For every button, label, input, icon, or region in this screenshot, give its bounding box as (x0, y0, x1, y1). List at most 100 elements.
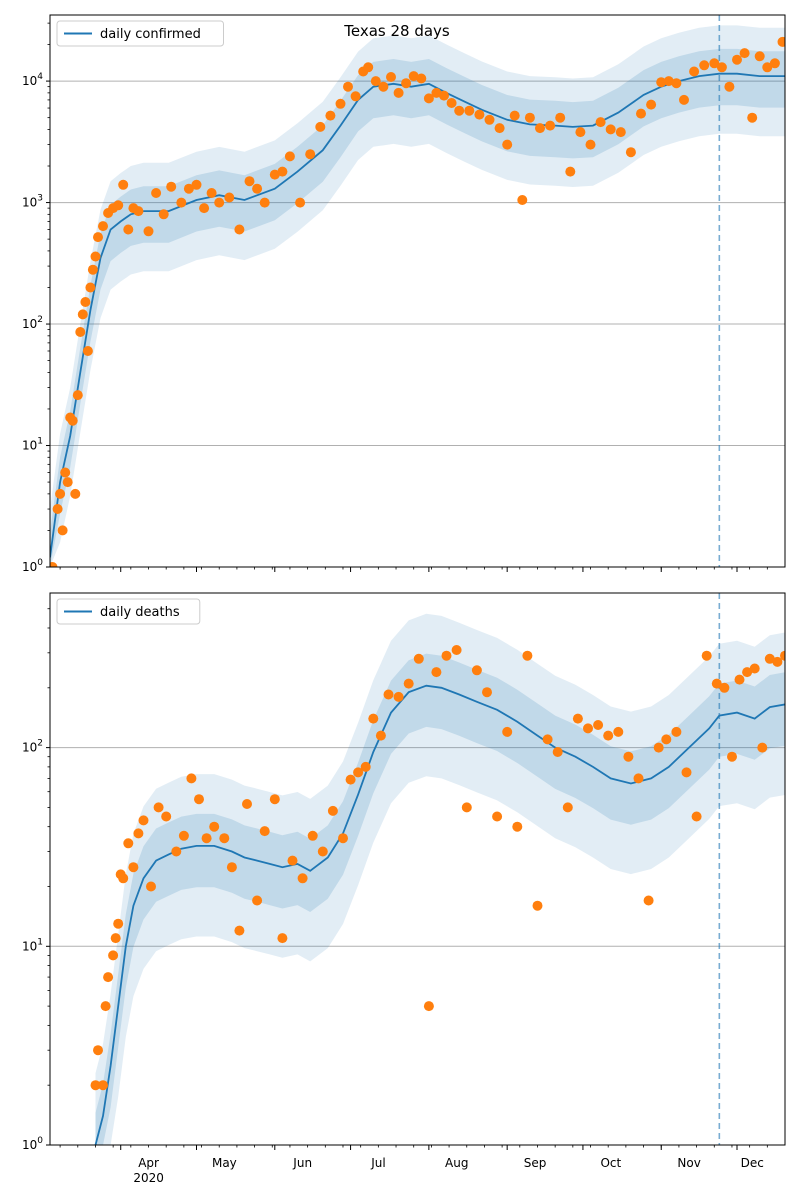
x-tick-label: May (212, 1156, 237, 1170)
observed-point (643, 895, 654, 906)
y-tick-label: 101 (22, 437, 43, 453)
observed-point (671, 726, 682, 737)
observed-point (780, 650, 785, 661)
observed-point (689, 66, 700, 77)
observed-point (123, 838, 134, 849)
observed-point (656, 77, 667, 88)
legend: daily deaths (56, 598, 201, 625)
observed-point (734, 674, 745, 685)
observed-point (226, 862, 237, 873)
observed-point (277, 166, 288, 177)
observed-point (284, 151, 295, 162)
observed-point (224, 192, 235, 203)
observed-point (183, 183, 194, 194)
observed-point (60, 467, 71, 478)
legend-box (56, 598, 201, 625)
observed-point (350, 91, 361, 102)
y-tick-label: 100 (22, 1136, 43, 1152)
observed-point (252, 183, 263, 194)
observed-point (749, 663, 760, 674)
observed-point (423, 93, 434, 104)
observed-point (201, 833, 212, 844)
observed-point (295, 197, 306, 208)
observed-point (343, 81, 353, 92)
observed-point (416, 73, 427, 84)
observed-point (277, 933, 288, 944)
observed-point (633, 773, 644, 784)
observed-point (555, 112, 566, 123)
observed-point (653, 742, 664, 753)
observed-point (625, 147, 636, 158)
plot-area (50, 593, 785, 1145)
observed-point (77, 309, 88, 320)
observed-point (724, 81, 735, 92)
observed-point (55, 488, 66, 499)
observed-point (636, 108, 646, 119)
observed-point (471, 665, 482, 676)
observed-point (562, 802, 573, 813)
x-tick-label: Jun (292, 1156, 312, 1170)
observed-point (118, 873, 129, 884)
observed-point (711, 678, 722, 689)
observed-point (113, 918, 124, 929)
observed-point (90, 1080, 101, 1091)
observed-point (494, 123, 505, 134)
observed-point (512, 821, 523, 832)
x-tick-label: Jul (370, 1156, 385, 1170)
observed-point (214, 197, 225, 208)
observed-point (595, 117, 606, 128)
observed-point (85, 282, 96, 293)
observed-point (747, 112, 758, 123)
observed-point (772, 656, 783, 667)
observed-point (335, 98, 346, 109)
observed-point (509, 110, 520, 121)
observed-point (113, 200, 124, 211)
chart-title: Texas 28 days (343, 22, 450, 40)
observed-point (171, 846, 182, 857)
observed-point (661, 734, 672, 745)
y-tick-label: 102 (22, 315, 43, 331)
observed-point (67, 415, 78, 426)
observed-point (128, 862, 139, 873)
observed-point (603, 730, 614, 741)
observed-point (259, 197, 270, 208)
observed-point (363, 62, 374, 73)
observed-point (287, 855, 298, 866)
outer-uncertainty-band (50, 25, 785, 567)
observed-point (691, 811, 702, 822)
legend-label: daily deaths (100, 605, 180, 620)
observed-point (62, 477, 73, 488)
observed-point (393, 87, 404, 98)
observed-point (98, 221, 108, 232)
x-tick-label: Nov (677, 1156, 700, 1170)
observed-point (98, 1080, 108, 1091)
observed-point (719, 682, 730, 693)
observed-point (383, 689, 394, 700)
observed-point (166, 181, 177, 192)
observed-point (353, 767, 364, 778)
observed-point (186, 773, 197, 784)
observed-point (138, 815, 149, 826)
observed-point (403, 678, 414, 689)
observed-point (360, 761, 371, 772)
observed-point (454, 105, 465, 116)
observed-point (431, 667, 442, 678)
observed-point (709, 58, 720, 69)
outer-uncertainty-band (95, 613, 785, 1145)
observed-point (345, 774, 356, 785)
observed-point (482, 687, 492, 698)
observed-point (585, 139, 596, 150)
axes-frame (49, 14, 786, 568)
observed-point (446, 98, 457, 108)
observed-point (327, 805, 338, 816)
observed-point (739, 48, 750, 59)
observed-point (671, 78, 682, 89)
observed-point (176, 197, 187, 208)
observed-point (72, 390, 83, 401)
observed-point (535, 123, 545, 134)
observed-point (679, 94, 689, 105)
observed-point (439, 90, 449, 101)
observed-point (242, 799, 252, 809)
observed-point (178, 830, 189, 841)
